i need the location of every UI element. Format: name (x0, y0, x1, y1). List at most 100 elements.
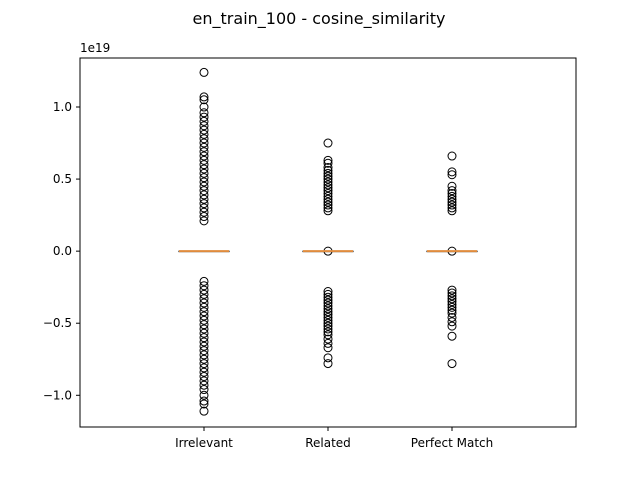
outlier-point (323, 343, 333, 353)
outlier-point (447, 188, 457, 198)
outlier-point (447, 151, 457, 161)
outlier-point (199, 289, 209, 299)
outlier-point (199, 324, 209, 334)
outlier-point (199, 142, 209, 152)
outlier-point (323, 186, 333, 196)
outlier-point (199, 134, 209, 144)
outlier-point (199, 298, 209, 308)
outlier-point (199, 390, 209, 400)
outlier-point (447, 308, 457, 318)
outlier-point (199, 385, 209, 395)
outlier-point (447, 181, 457, 191)
outlier-point (447, 321, 457, 331)
outlier-point (199, 294, 209, 304)
y-tick-label: 0.0 (53, 244, 72, 258)
outlier-point (447, 194, 457, 204)
outlier-point (199, 212, 209, 222)
outlier-point (199, 160, 209, 170)
outlier-point (447, 297, 457, 307)
outlier-point (199, 399, 209, 409)
outlier-point (199, 116, 209, 126)
outlier-point (199, 125, 209, 135)
outlier-point (323, 165, 333, 175)
outlier-point (323, 330, 333, 340)
outlier-point (199, 112, 209, 122)
outlier-point (199, 168, 209, 178)
outlier-point (199, 363, 209, 373)
outlier-point (199, 302, 209, 312)
outlier-point (199, 173, 209, 183)
outlier-point (323, 304, 333, 314)
outlier-point (323, 168, 333, 178)
x-tick-label: Related (305, 436, 351, 450)
outlier-point (199, 311, 209, 321)
outlier-point (323, 324, 333, 334)
outlier-point (323, 194, 333, 204)
outlier-point (199, 95, 209, 105)
outlier-point (323, 315, 333, 325)
outlier-point (323, 312, 333, 322)
outlier-point (199, 372, 209, 382)
outlier-point (199, 281, 209, 291)
box-group (302, 138, 354, 369)
outlier-point (199, 102, 209, 112)
outlier-point (199, 276, 209, 286)
plot-area (79, 57, 577, 428)
outlier-point (199, 406, 209, 416)
outlier-point (199, 328, 209, 338)
outlier-point (323, 327, 333, 337)
x-tick-label: Irrelevant (175, 436, 233, 450)
y-tick-label: −1.0 (43, 388, 72, 402)
outlier-point (323, 188, 333, 198)
outlier-point (447, 291, 457, 301)
outlier-point (199, 380, 209, 390)
outlier-point (447, 312, 457, 322)
outlier-point (199, 346, 209, 356)
outlier-point (199, 337, 209, 347)
outlier-point (447, 203, 457, 213)
outlier-point (323, 338, 333, 348)
x-axis: Irrelevant Related Perfect Match (175, 427, 493, 450)
outlier-point (199, 121, 209, 131)
outlier-point (323, 180, 333, 190)
outlier-point (323, 334, 333, 344)
outlier-point (199, 396, 209, 406)
outlier-point (447, 200, 457, 210)
y-axis: −1.0 −0.5 0.0 0.5 1.0 (43, 100, 80, 402)
outlier-point (199, 147, 209, 157)
outlier-point (323, 318, 333, 328)
outlier-point (199, 151, 209, 161)
chart-title: en_train_100 - cosine_similarity (193, 9, 446, 29)
boxes-layer (178, 67, 478, 416)
y-tick-label: 1.0 (53, 100, 72, 114)
outlier-point (447, 197, 457, 207)
outlier-point (323, 203, 333, 213)
outlier-point (323, 163, 333, 173)
outlier-point (199, 108, 209, 118)
outlier-point (199, 164, 209, 174)
outlier-point (323, 287, 333, 297)
outlier-point (447, 170, 457, 180)
outlier-point (199, 190, 209, 200)
outlier-point (199, 216, 209, 226)
outlier-point (199, 350, 209, 360)
outlier-point (447, 317, 457, 327)
outlier-point (447, 285, 457, 295)
outlier-point (323, 171, 333, 181)
outlier-point (323, 206, 333, 216)
outlier-point (199, 194, 209, 204)
outlier-point (199, 177, 209, 187)
outlier-point (199, 186, 209, 196)
outlier-point (447, 206, 457, 216)
outlier-point (199, 199, 209, 209)
box-group (178, 67, 230, 416)
y-scale-offset-label: 1e19 (80, 41, 110, 55)
outlier-point (199, 341, 209, 351)
outlier-point (199, 155, 209, 165)
outlier-point (199, 67, 209, 77)
outlier-point (199, 315, 209, 325)
box-group (426, 151, 478, 369)
outlier-point (323, 191, 333, 201)
outlier-point (323, 197, 333, 207)
outlier-point (323, 177, 333, 187)
